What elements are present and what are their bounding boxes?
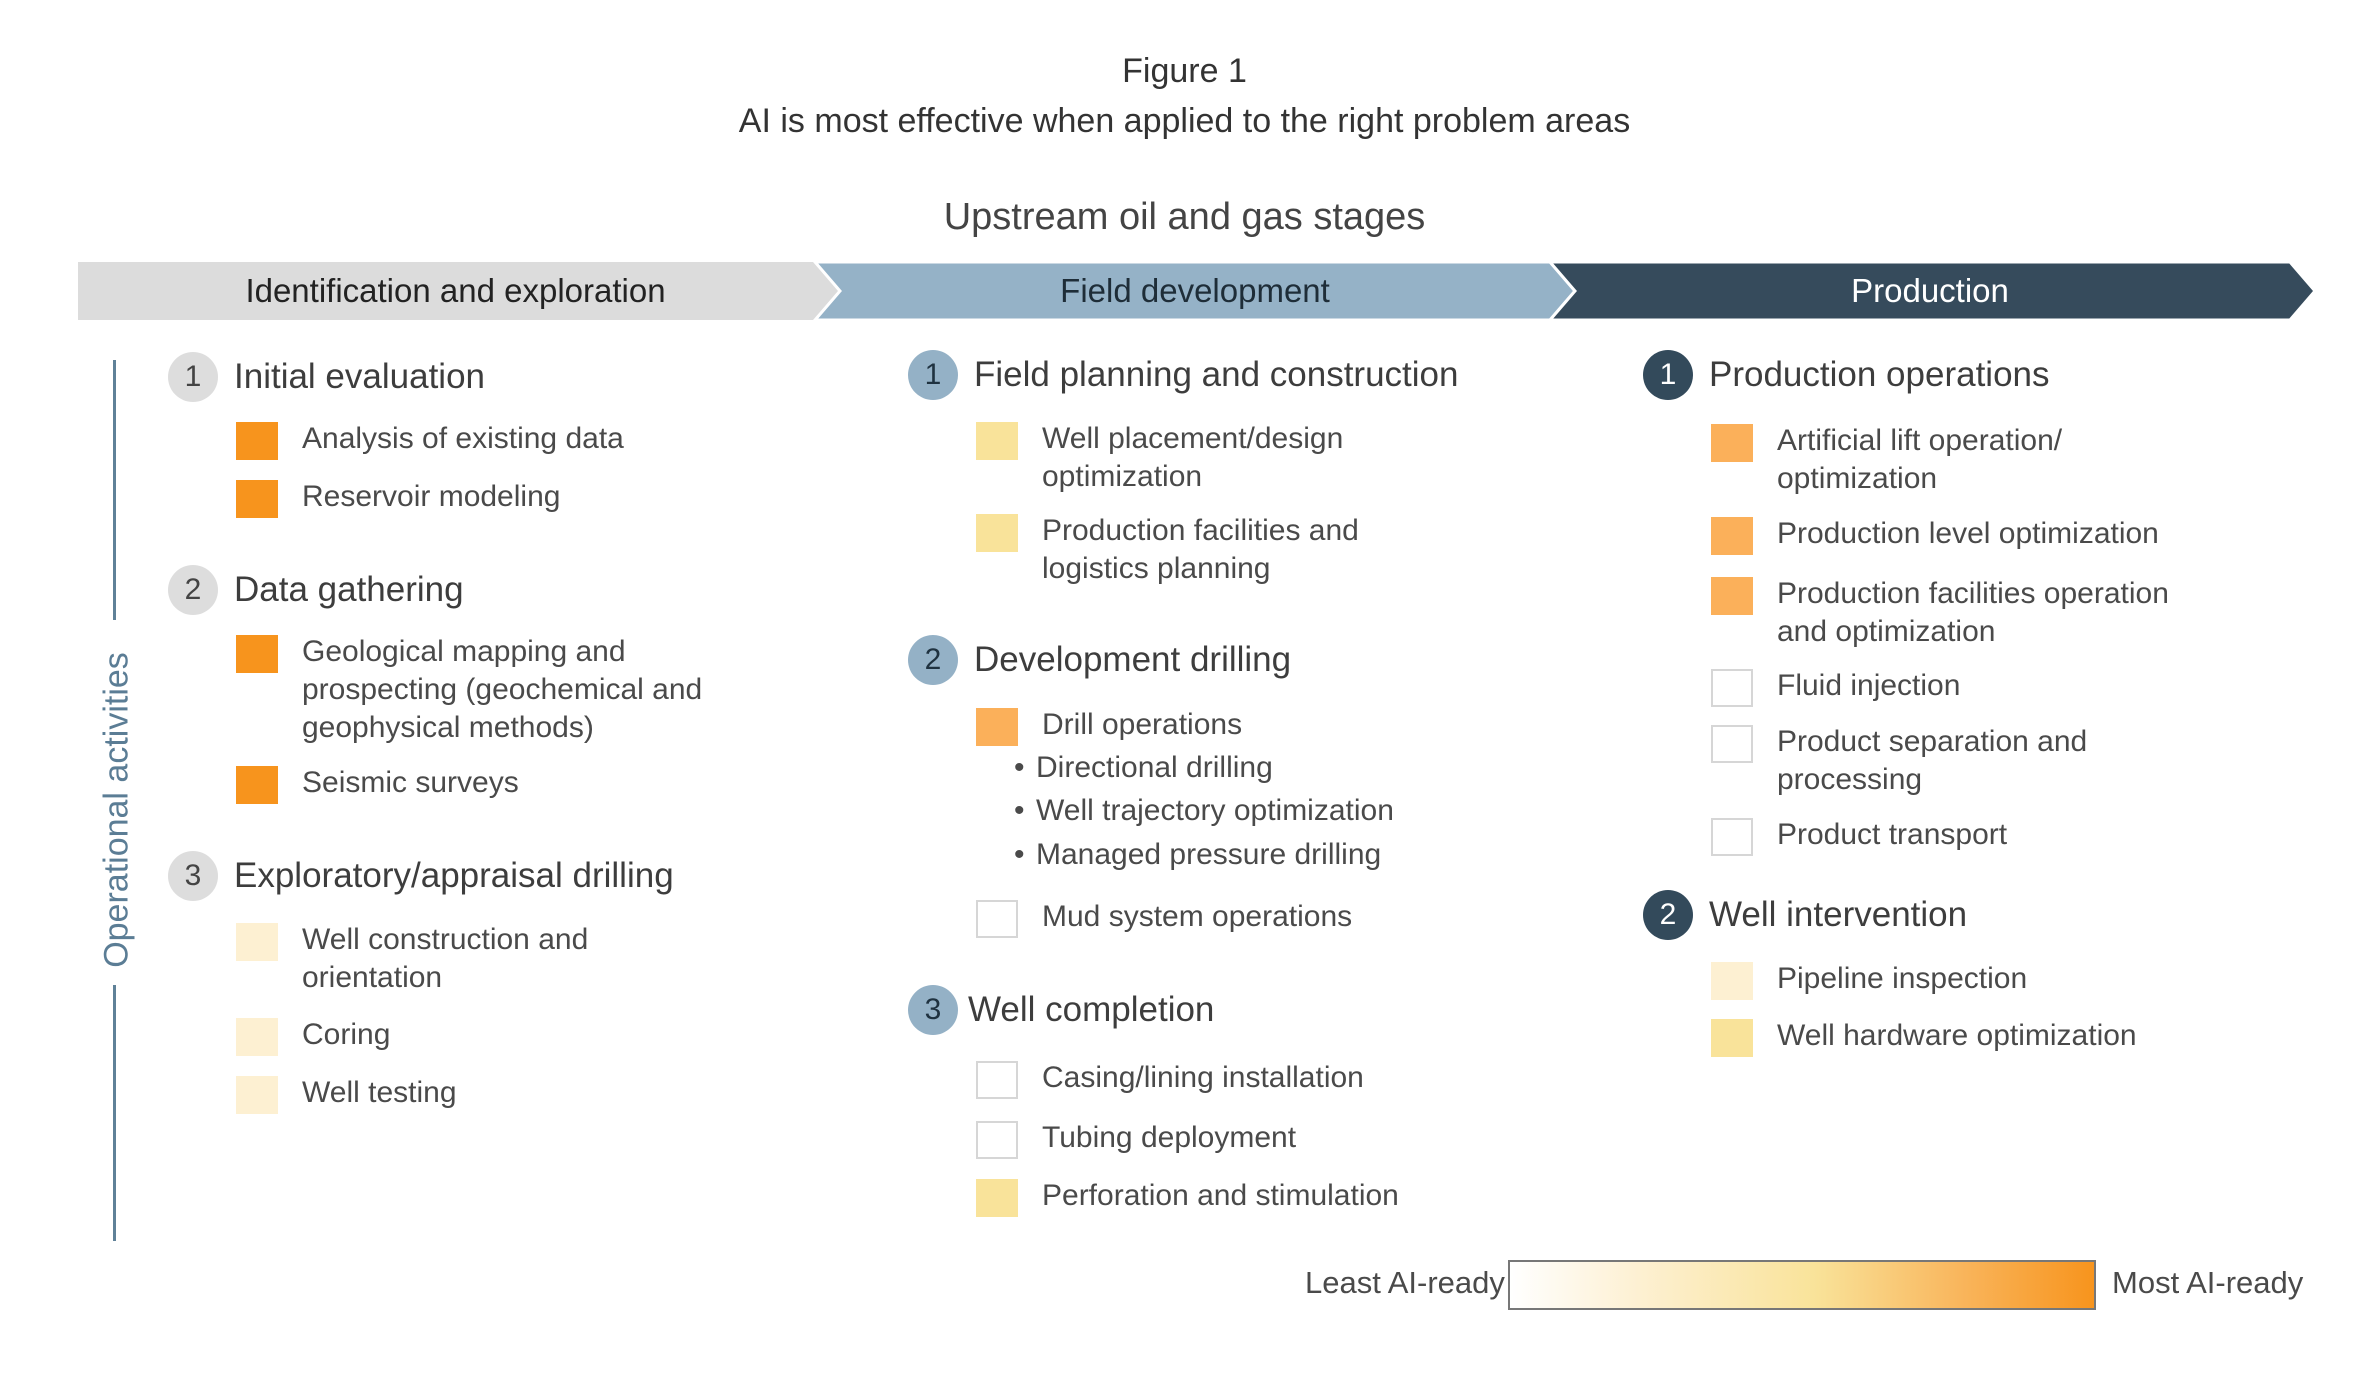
readiness-swatch [976,708,1018,746]
readiness-swatch [1711,424,1753,462]
readiness-swatch [1711,669,1753,707]
readiness-swatch [1711,962,1753,1000]
group-number-badge: 2 [168,565,218,615]
group-title: Development drilling [974,640,1292,679]
readiness-swatch [236,1076,278,1114]
stages-title: Upstream oil and gas stages [943,196,1426,238]
activity-label: Geological mapping and prospecting (geoc… [302,635,703,744]
activity-label: Coring [302,1018,391,1051]
legend-gradient-bar [1508,1260,2096,1310]
readiness-swatch [236,422,278,460]
activity-label: Casing/lining installation [1042,1061,1364,1094]
group-title: Production operations [1709,355,2050,394]
readiness-swatch [1711,725,1753,763]
readiness-swatch [1711,577,1753,615]
activity-label: Well placement/design optimization [1042,422,1344,493]
group-title: Data gathering [234,570,464,609]
activity-label: Perforation and stimulation [1042,1179,1399,1212]
readiness-swatch [976,1061,1018,1099]
activity-label: Analysis of existing data [302,422,624,455]
group-title: Field planning and construction [974,355,1459,394]
stage-arrow-identification [78,262,840,320]
axis-line-bottom [113,985,116,1241]
activity-label: Fluid injection [1777,669,1961,702]
readiness-swatch [976,900,1018,938]
readiness-swatch [976,1179,1018,1217]
axis-label: Operational activities [97,652,136,968]
bullet-item: Directional drilling [1014,749,1273,787]
activity-label: Production level optimization [1777,517,2159,550]
figure-label: Figure 1 [1122,52,1247,90]
activity-label: Product separation and processing [1777,725,2088,796]
activity-label: Well testing [302,1076,457,1109]
readiness-swatch [1711,1019,1753,1057]
group-number-badge: 2 [908,635,958,685]
readiness-swatch [236,1018,278,1056]
stage-label-identification: Identification and exploration [245,272,666,309]
bullet-item: Managed pressure drilling [1014,836,1381,874]
activity-label: Well hardware optimization [1777,1019,2137,1052]
group-title: Well intervention [1709,895,1968,934]
group-number-badge: 3 [908,985,958,1035]
legend-least-label: Least AI-ready [1305,1265,1505,1300]
activity-label: Reservoir modeling [302,480,561,513]
readiness-swatch [236,923,278,961]
stage-arrow-production [1546,262,2317,322]
stage-arrow-bar [0,262,2369,322]
activity-label: Pipeline inspection [1777,962,2028,995]
group-number-badge: 1 [908,350,958,400]
readiness-swatch [236,635,278,673]
group-number-badge: 1 [1643,350,1693,400]
activity-label: Well construction and orientation [302,923,589,994]
stage-label-production: Production [1851,272,2009,309]
readiness-swatch [1711,517,1753,555]
activity-label: Product transport [1777,818,2008,851]
readiness-swatch [236,480,278,518]
activity-label: Mud system operations [1042,900,1353,933]
readiness-swatch [976,422,1018,460]
activity-label: Production facilities and logistics plan… [1042,514,1359,585]
readiness-swatch [976,1121,1018,1159]
stage-label-field-development: Field development [1060,272,1330,309]
readiness-swatch [1711,818,1753,856]
activity-label: Artificial lift operation/ optimization [1777,424,2063,495]
readiness-swatch [976,514,1018,552]
bullet-item: Well trajectory optimization [1014,792,1394,830]
activity-label: Drill operations [1042,708,1243,741]
group-number-badge: 1 [168,352,218,402]
readiness-swatch [236,766,278,804]
activity-label: Production facilities operation and opti… [1777,577,2169,648]
axis-line-top [113,360,116,620]
group-number-badge: 3 [168,851,218,901]
group-title: Exploratory/appraisal drilling [234,856,674,895]
group-number-badge: 2 [1643,890,1693,940]
group-title: Well completion [968,990,1215,1029]
activity-label: Tubing deployment [1042,1121,1297,1154]
figure-subtitle: AI is most effective when applied to the… [738,102,1631,140]
group-title: Initial evaluation [234,357,485,396]
activity-label: Seismic surveys [302,766,519,799]
legend-most-label: Most AI-ready [2112,1265,2304,1300]
